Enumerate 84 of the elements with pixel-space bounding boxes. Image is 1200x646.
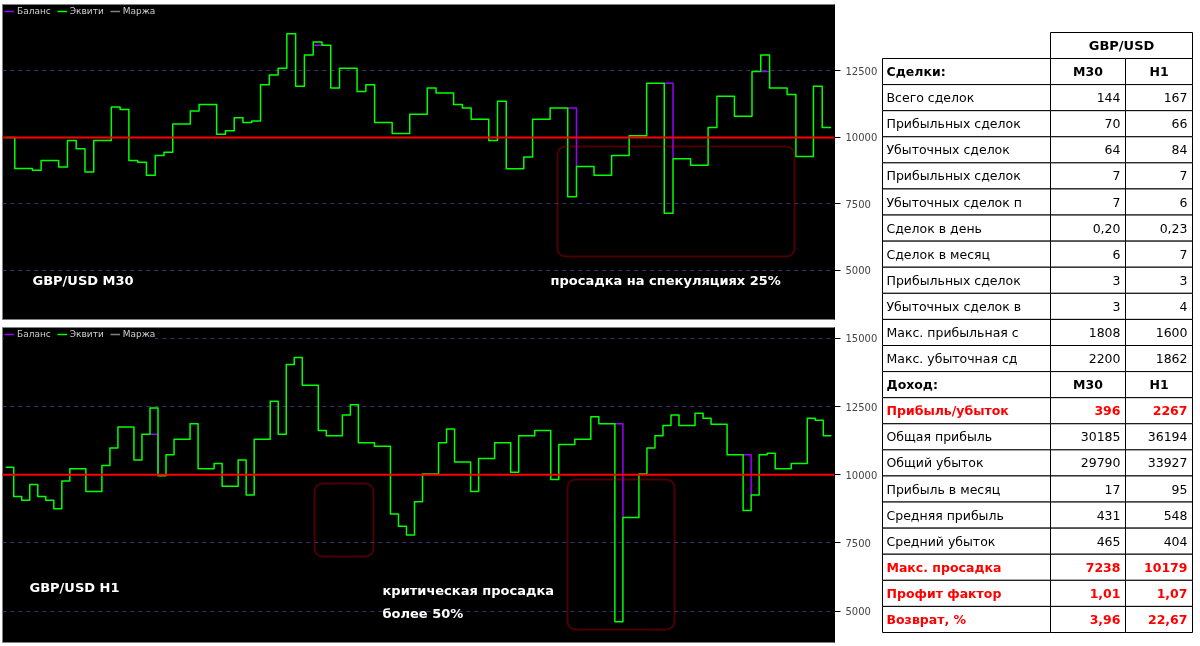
y-tick-label: 7500 (845, 537, 871, 549)
text: 33927 (1147, 455, 1188, 471)
text: 64 (1104, 142, 1121, 158)
text: 3,96 (1089, 611, 1121, 627)
y-tick-label: Всего сделок (886, 90, 975, 106)
text: 7 (1112, 168, 1121, 184)
text: 167 (1163, 90, 1188, 106)
text: 7 (1112, 194, 1121, 210)
text: 70 (1104, 116, 1121, 132)
text: 95 (1171, 481, 1188, 497)
text: 7238 (1085, 559, 1121, 575)
y-tick-label: Прибыль в месяц (886, 481, 1001, 497)
text: H1 (1149, 377, 1169, 393)
legend-label: Маржа (122, 329, 156, 339)
text: 10179 (1144, 559, 1188, 575)
y-tick-label: 12500 (845, 401, 878, 413)
text: 144 (1096, 90, 1121, 106)
y-tick-label: 12500 (845, 65, 878, 77)
y-tick-label: 10000 (845, 469, 878, 481)
text: 548 (1163, 507, 1188, 523)
text: 7 (1179, 168, 1188, 184)
text: 3 (1112, 298, 1121, 314)
text: 7 (1179, 246, 1188, 262)
annotation: GBP/USD M30 (32, 272, 134, 288)
text: 3 (1179, 272, 1188, 288)
legend-label: Эквити (69, 329, 104, 339)
text: 0,23 (1159, 220, 1188, 236)
y-tick-label: Прибыль/убыток (886, 403, 1010, 419)
text: 2200 (1088, 351, 1121, 367)
text: 0,20 (1092, 220, 1121, 236)
y-tick-label: Возврат, % (886, 611, 967, 627)
text: 6 (1112, 246, 1121, 262)
y-tick-label: Убыточных сделок в (886, 298, 1022, 314)
y-tick-label: Макс. прибыльная с (886, 324, 1019, 340)
text: 6 (1179, 194, 1188, 210)
text: 1600 (1155, 324, 1188, 340)
y-tick-label: Макс. убыточная сд (886, 351, 1018, 367)
y-tick-label: Убыточных сделок п (886, 194, 1022, 210)
legend-label: Баланс (17, 6, 51, 16)
y-tick-label: Прибыльных сделок (886, 168, 1022, 184)
y-tick-label: Макс. просадка (886, 559, 1002, 575)
legend-label: Эквити (69, 6, 104, 16)
y-tick-label: Сделки: (886, 64, 946, 80)
text: 404 (1163, 533, 1188, 549)
y-tick-label: Прибыльных сделок (886, 272, 1022, 288)
y-tick-label: Сделок в день (886, 220, 982, 236)
text: 66 (1171, 116, 1188, 132)
text: 29790 (1080, 455, 1121, 471)
text: 465 (1096, 533, 1121, 549)
annotation: критическая просадка более 50% (382, 583, 555, 621)
legend-label: Маржа (122, 6, 156, 16)
legend-label: Баланс (17, 329, 51, 339)
text: 396 (1094, 403, 1121, 419)
text: 3 (1112, 272, 1121, 288)
text: 1862 (1155, 351, 1188, 367)
text: 1,01 (1089, 585, 1121, 601)
chart-title: GBP/USD (1088, 38, 1155, 53)
text: 17 (1104, 481, 1121, 497)
y-tick-label: Средняя прибыль (886, 507, 1004, 523)
text: 2267 (1152, 403, 1188, 419)
text: 1808 (1088, 324, 1121, 340)
y-tick-label: Убыточных сделок (886, 142, 1011, 158)
text: 1,07 (1156, 585, 1188, 601)
y-tick-label: Общий убыток (886, 455, 984, 471)
text: M30 (1073, 377, 1103, 393)
text: 36194 (1147, 429, 1188, 445)
text: 431 (1096, 507, 1121, 523)
y-tick-label: Прибыльных сделок (886, 116, 1022, 132)
y-tick-label: Профит фактор (886, 585, 1002, 601)
text: 22,67 (1147, 611, 1188, 627)
y-tick-label: 5000 (845, 265, 871, 277)
y-tick-label: Общая прибыль (886, 429, 993, 445)
y-tick-label: Доход: (886, 377, 938, 393)
y-tick-label: 7500 (845, 198, 871, 210)
text: 84 (1171, 142, 1188, 158)
y-tick-label: 15000 (845, 333, 878, 345)
y-tick-label: 10000 (845, 132, 878, 144)
annotation: GBP/USD H1 (29, 579, 120, 595)
y-tick-label: 5000 (845, 606, 871, 618)
y-tick-label: Сделок в месяц (886, 246, 991, 262)
text: 30185 (1080, 429, 1121, 445)
y-tick-label: Средний убыток (886, 533, 996, 549)
text: 4 (1179, 298, 1188, 314)
annotation: просадка на спекуляциях 25% (550, 272, 781, 288)
